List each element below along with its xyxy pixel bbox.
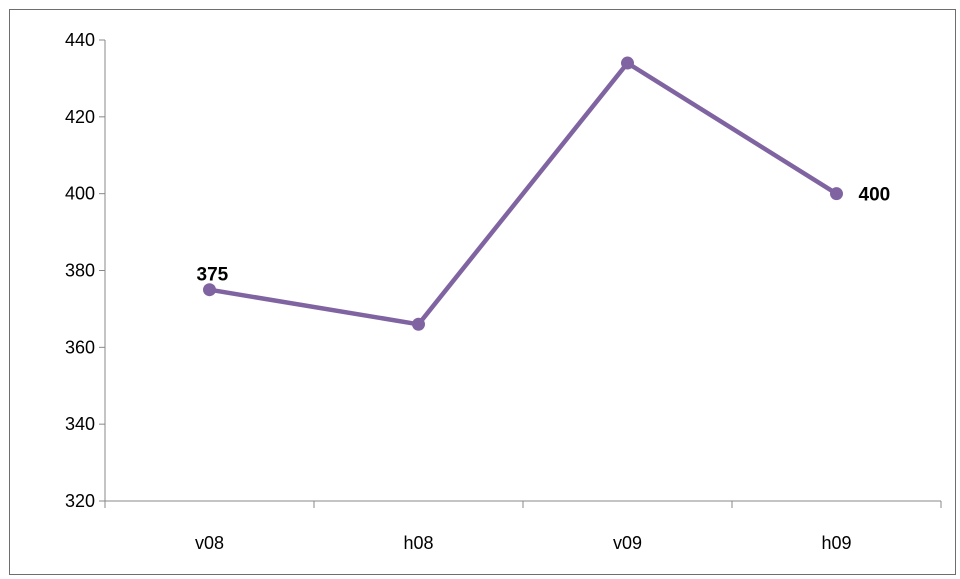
data-label: 400	[859, 185, 891, 206]
data-point	[621, 56, 634, 70]
y-tick-label: 400	[65, 184, 95, 204]
x-tick-label: h09	[821, 533, 851, 553]
labels-layer: 375 400	[197, 185, 891, 286]
chart-frame: 320 340 360 380 400 420 440 v08 h08 v09 h09 375 400	[9, 9, 956, 575]
data-label: 375	[197, 265, 229, 286]
line-chart: 320 340 360 380 400 420 440 v08 h08 v09 h09 375 400	[65, 30, 942, 553]
y-tick-label: 380	[65, 261, 95, 281]
x-tick-label: h08	[403, 533, 433, 553]
y-tick-label: 440	[65, 30, 95, 50]
data-point	[830, 187, 843, 201]
y-tick-label: 340	[65, 414, 95, 434]
series-layer	[203, 56, 843, 331]
axes: 320 340 360 380 400 420 440 v08 h08 v09 h09	[65, 30, 942, 553]
y-tick-label: 320	[65, 491, 95, 511]
x-tick-label: v08	[195, 533, 224, 553]
y-tick-label: 360	[65, 337, 95, 357]
data-point	[203, 283, 216, 297]
x-tick-label: v09	[613, 533, 642, 553]
data-point	[412, 317, 425, 331]
y-tick-label: 420	[65, 107, 95, 127]
series-line	[207, 60, 839, 327]
